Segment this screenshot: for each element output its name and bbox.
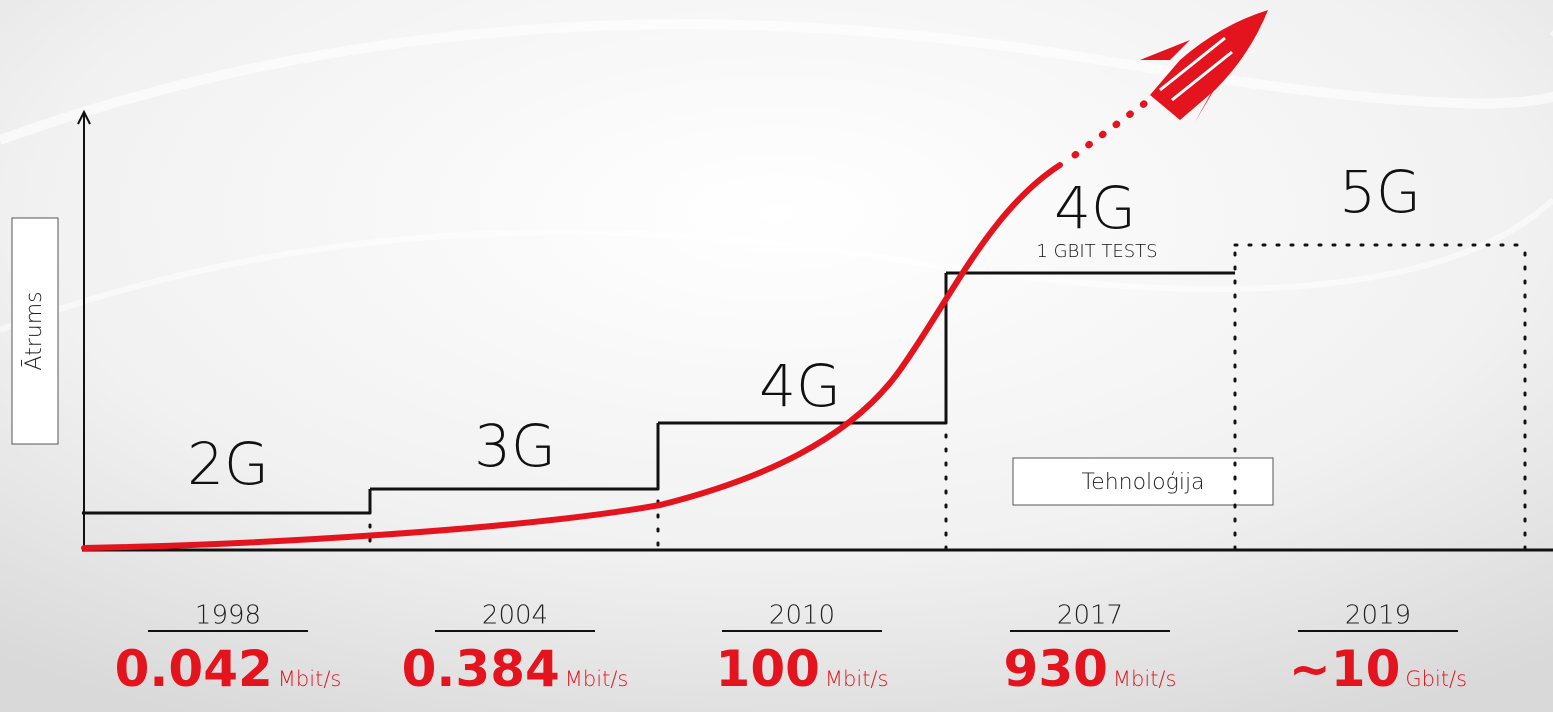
growth-curve xyxy=(81,162,1063,551)
unit: Mbit/s xyxy=(278,667,342,691)
x-label-box xyxy=(1012,457,1274,506)
speed-label: 930 Mbit/s xyxy=(1004,640,1177,698)
year: 2017 xyxy=(1057,601,1123,631)
speed: ~10 xyxy=(1289,640,1400,698)
generation: 3G xyxy=(474,412,556,480)
generation-note: 1 GBIT TESTS xyxy=(1036,241,1157,262)
year: 2010 xyxy=(769,601,835,631)
speed-label: ~10 Gbit/s xyxy=(1289,640,1467,698)
speed: 930 xyxy=(1004,640,1108,698)
speed-label: 0.042 Mbit/s xyxy=(115,640,342,698)
speed: 0.042 xyxy=(115,640,273,698)
generation: 4G xyxy=(759,352,841,420)
speed-label: 100 Mbit/s xyxy=(716,640,889,698)
generation: 2G xyxy=(187,430,269,498)
decor xyxy=(0,197,1553,333)
generation: 4G xyxy=(1054,174,1136,242)
y-label-box xyxy=(11,217,59,445)
x-axis-label: Tehnoloģija xyxy=(1081,470,1204,495)
speed-label: 0.384 Mbit/s xyxy=(402,640,629,698)
unit: Gbit/s xyxy=(1405,667,1467,691)
unit: Mbit/s xyxy=(825,667,889,691)
generation: 5G xyxy=(1339,158,1421,226)
y-axis-label: Ātrums xyxy=(22,291,47,370)
unit: Mbit/s xyxy=(565,667,629,691)
y-axis-arrow xyxy=(77,109,91,125)
year: 1998 xyxy=(195,601,261,631)
speed: 0.384 xyxy=(402,640,560,698)
year: 2019 xyxy=(1345,601,1411,631)
unit: Mbit/s xyxy=(1113,667,1177,691)
year: 2004 xyxy=(482,601,548,631)
growth-dots xyxy=(1071,88,1164,159)
speed: 100 xyxy=(716,640,820,698)
rocket xyxy=(1140,10,1268,122)
decor xyxy=(0,19,1553,145)
